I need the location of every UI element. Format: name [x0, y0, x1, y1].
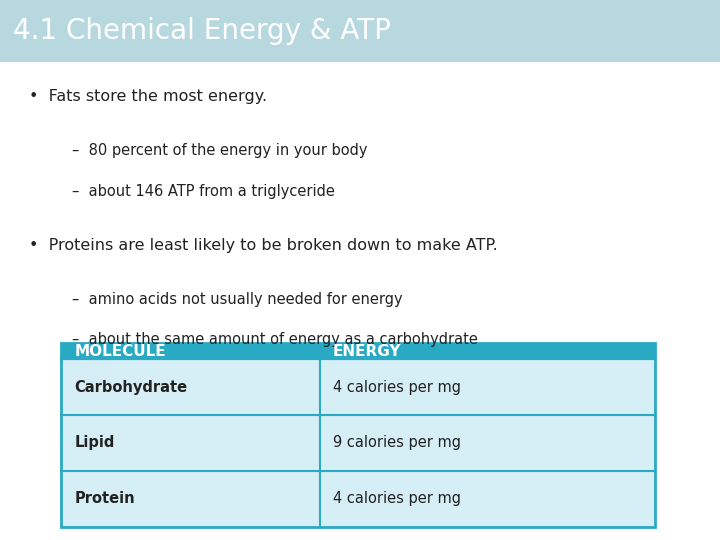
- Text: 4 calories per mg: 4 calories per mg: [333, 491, 461, 506]
- FancyBboxPatch shape: [61, 343, 655, 360]
- Text: Lipid: Lipid: [74, 435, 114, 450]
- Text: •  Proteins are least likely to be broken down to make ATP.: • Proteins are least likely to be broken…: [29, 238, 498, 253]
- Text: –  amino acids not usually needed for energy: – amino acids not usually needed for ene…: [72, 292, 402, 307]
- Text: –  about 146 ATP from a triglyceride: – about 146 ATP from a triglyceride: [72, 184, 335, 199]
- Text: •  Fats store the most energy.: • Fats store the most energy.: [29, 89, 267, 104]
- Text: MOLECULE: MOLECULE: [74, 343, 166, 359]
- FancyBboxPatch shape: [61, 360, 655, 415]
- FancyBboxPatch shape: [61, 415, 655, 471]
- Text: 4.1 Chemical Energy & ATP: 4.1 Chemical Energy & ATP: [13, 17, 391, 45]
- Text: 4 calories per mg: 4 calories per mg: [333, 380, 461, 395]
- FancyBboxPatch shape: [61, 471, 655, 526]
- Text: –  80 percent of the energy in your body: – 80 percent of the energy in your body: [72, 143, 367, 158]
- Text: ENERGY: ENERGY: [333, 343, 401, 359]
- Text: Protein: Protein: [74, 491, 135, 506]
- Text: Carbohydrate: Carbohydrate: [74, 380, 187, 395]
- Text: –  about the same amount of energy as a carbohydrate: – about the same amount of energy as a c…: [72, 332, 478, 347]
- FancyBboxPatch shape: [0, 0, 720, 62]
- Text: 9 calories per mg: 9 calories per mg: [333, 435, 461, 450]
